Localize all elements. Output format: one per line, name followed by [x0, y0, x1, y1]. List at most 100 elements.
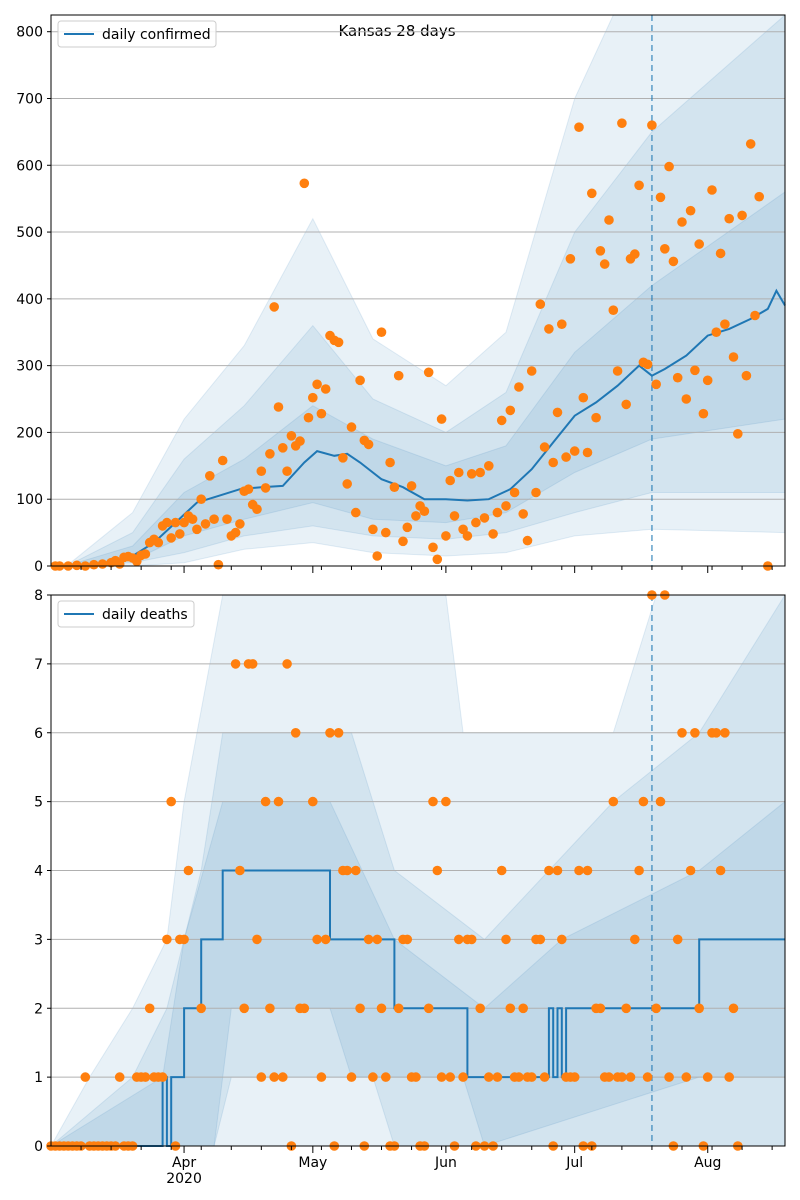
- legend-label: daily deaths: [102, 607, 188, 623]
- data-point: [733, 429, 743, 439]
- data-point: [260, 796, 271, 807]
- data-point: [608, 305, 619, 316]
- data-point: [265, 449, 275, 459]
- data-point: [200, 519, 211, 529]
- data-point: [518, 1003, 528, 1014]
- x-tick-label: Jun: [434, 1155, 457, 1171]
- data-point: [351, 865, 361, 876]
- data-point: [398, 536, 408, 547]
- data-point: [617, 118, 627, 128]
- axes-spine: [50, 14, 786, 567]
- data-point: [252, 934, 262, 945]
- data-point: [569, 1072, 580, 1082]
- data-point: [518, 509, 528, 519]
- data-point: [187, 514, 198, 524]
- data-point: [445, 475, 456, 486]
- data-point: [668, 256, 679, 267]
- data-point: [548, 457, 558, 468]
- x-tick-label: Apr: [172, 1155, 196, 1171]
- y-tick-label: 800: [16, 25, 43, 41]
- data-point: [363, 439, 374, 450]
- data-point: [368, 524, 378, 535]
- data-point: [638, 796, 649, 807]
- data-point: [72, 560, 82, 571]
- data-point: [385, 457, 395, 468]
- data-point: [372, 551, 383, 561]
- y-tick-label: 4: [34, 864, 43, 880]
- data-point: [694, 239, 704, 249]
- y-tick-label: 5: [34, 795, 43, 811]
- x-axis-ticks: [80, 566, 773, 573]
- data-point: [720, 319, 730, 330]
- data-point: [655, 192, 666, 203]
- y-tick-label: 0: [34, 1139, 43, 1155]
- data-point: [175, 529, 185, 539]
- data-point: [711, 327, 722, 338]
- data-point: [290, 728, 301, 738]
- data-point: [677, 728, 687, 738]
- data-point: [501, 501, 511, 511]
- data-point: [501, 934, 511, 945]
- data-point: [363, 934, 374, 945]
- data-point: [741, 370, 752, 381]
- data-point: [162, 517, 172, 528]
- data-point: [587, 188, 597, 199]
- data-point: [419, 506, 430, 516]
- data-point: [655, 796, 666, 807]
- legend: daily confirmed: [57, 20, 217, 48]
- data-point: [97, 559, 108, 569]
- data-point: [406, 481, 417, 491]
- data-point: [381, 527, 391, 538]
- data-point: [557, 934, 567, 945]
- data-point: [269, 302, 280, 312]
- data-point: [715, 865, 726, 876]
- y-tick-label: 200: [16, 425, 43, 441]
- data-point: [685, 205, 696, 216]
- data-point: [436, 414, 447, 424]
- data-point: [166, 533, 176, 543]
- data-point: [423, 1003, 434, 1014]
- data-point: [484, 1072, 494, 1082]
- data-point: [694, 1003, 704, 1014]
- y-tick-label: 6: [34, 726, 43, 742]
- data-point: [402, 934, 413, 945]
- data-point: [630, 934, 640, 945]
- data-point: [574, 865, 584, 876]
- x-tick-label: Aug: [694, 1155, 721, 1171]
- data-point: [647, 120, 657, 130]
- data-point: [539, 442, 550, 452]
- data-point: [368, 1072, 378, 1082]
- data-point: [325, 728, 335, 738]
- data-point: [728, 1003, 739, 1014]
- y-axis: 0 100 200 300 400 500 600 700 800: [16, 25, 51, 575]
- data-point: [595, 246, 606, 256]
- grid-lines: [51, 31, 785, 567]
- data-point: [458, 1072, 468, 1082]
- data-point: [621, 399, 631, 410]
- data-point: [436, 1072, 447, 1082]
- data-point: [617, 1072, 627, 1082]
- data-point: [625, 1072, 636, 1082]
- data-point: [351, 507, 361, 518]
- data-point: [333, 337, 344, 348]
- data-point: [80, 1072, 91, 1082]
- y-tick-label: 7: [34, 657, 43, 673]
- y-tick-label: 0: [34, 559, 43, 575]
- legend-box: [57, 20, 217, 48]
- data-point: [728, 352, 739, 362]
- data-point: [423, 367, 434, 378]
- data-point: [690, 728, 700, 738]
- data-point: [565, 253, 576, 264]
- y-tick-label: 100: [16, 492, 43, 508]
- data-point: [651, 1003, 661, 1014]
- data-point: [642, 1072, 653, 1082]
- observed-points: [46, 590, 743, 1151]
- data-point: [269, 1072, 280, 1082]
- data-point: [466, 934, 477, 945]
- data-point: [411, 511, 421, 521]
- data-point: [702, 375, 713, 386]
- data-point: [681, 1072, 692, 1082]
- data-point: [282, 466, 292, 477]
